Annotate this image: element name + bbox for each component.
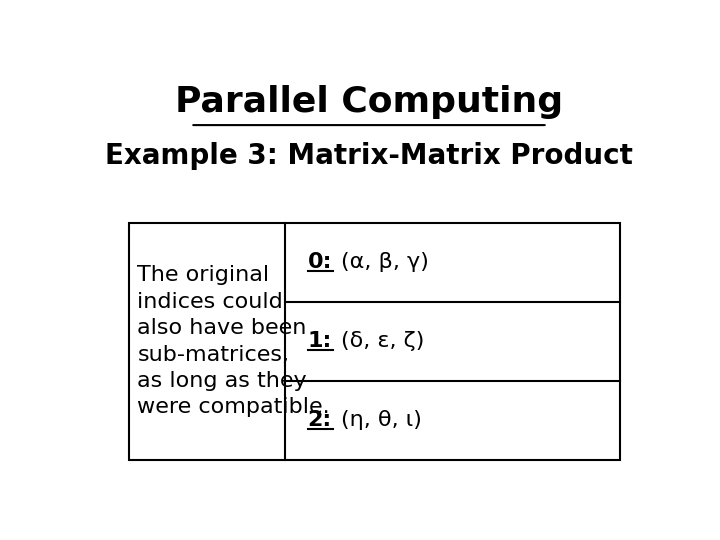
Text: (η, θ, ι): (η, θ, ι) [341,410,422,430]
Text: Example 3: Matrix-Matrix Product: Example 3: Matrix-Matrix Product [105,142,633,170]
Text: 0:: 0: [307,252,332,272]
Text: 2:: 2: [307,410,332,430]
Text: (α, β, γ): (α, β, γ) [341,252,429,272]
Text: The original
indices could
also have been
sub-matrices,
as long as they
were com: The original indices could also have bee… [138,265,330,417]
Text: 1:: 1: [307,332,332,352]
Text: (δ, ε, ζ): (δ, ε, ζ) [341,332,425,352]
Bar [129,223,620,460]
Text: Parallel Computing: Parallel Computing [175,85,563,119]
